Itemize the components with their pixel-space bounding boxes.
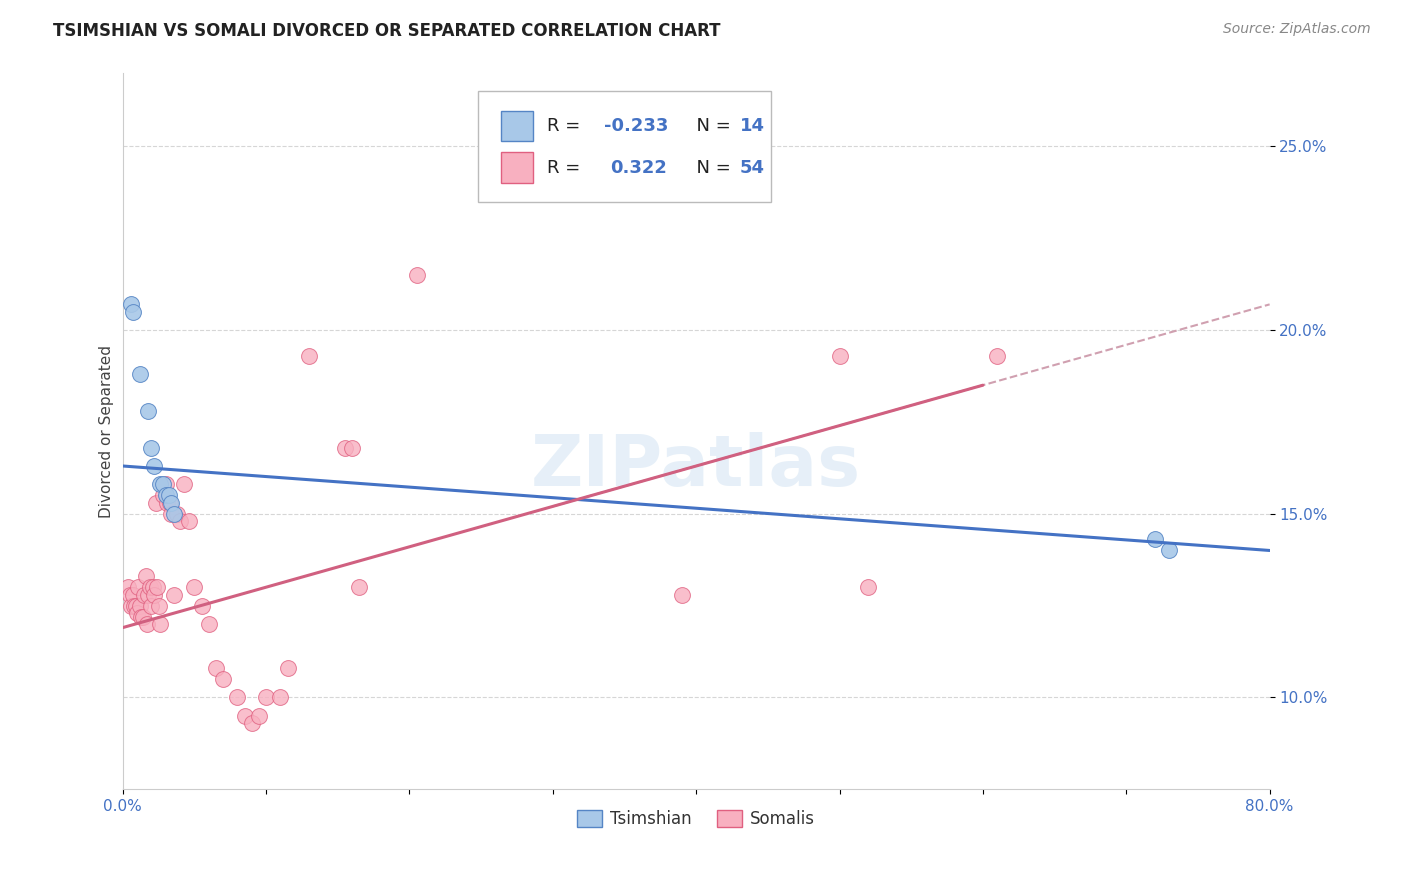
Y-axis label: Divorced or Separated: Divorced or Separated bbox=[100, 344, 114, 517]
Text: N =: N = bbox=[685, 159, 737, 177]
Point bbox=[986, 349, 1008, 363]
Text: 54: 54 bbox=[740, 159, 765, 177]
Text: R =: R = bbox=[547, 159, 592, 177]
Text: R =: R = bbox=[547, 117, 586, 135]
Point bbox=[183, 580, 205, 594]
Point bbox=[118, 588, 141, 602]
Point bbox=[340, 441, 363, 455]
Point bbox=[277, 661, 299, 675]
Point bbox=[269, 690, 291, 705]
Point bbox=[169, 514, 191, 528]
Point bbox=[240, 716, 263, 731]
Point bbox=[141, 599, 163, 613]
Point bbox=[298, 349, 321, 363]
FancyBboxPatch shape bbox=[501, 153, 533, 183]
Point bbox=[135, 569, 157, 583]
Text: Source: ZipAtlas.com: Source: ZipAtlas.com bbox=[1223, 22, 1371, 37]
Legend: Tsimshian, Somalis: Tsimshian, Somalis bbox=[571, 803, 823, 835]
Text: -0.233: -0.233 bbox=[605, 117, 669, 135]
Point bbox=[141, 441, 163, 455]
Point bbox=[138, 588, 160, 602]
Point bbox=[163, 507, 186, 521]
Point bbox=[671, 588, 693, 602]
Point bbox=[1143, 533, 1166, 547]
Point bbox=[405, 268, 427, 282]
Text: 0.322: 0.322 bbox=[610, 159, 666, 177]
Text: ZIPatlas: ZIPatlas bbox=[531, 433, 862, 501]
Point bbox=[156, 496, 179, 510]
Point bbox=[138, 404, 160, 418]
Point bbox=[160, 496, 183, 510]
Point bbox=[129, 367, 152, 381]
Point bbox=[212, 672, 235, 686]
Text: 14: 14 bbox=[740, 117, 765, 135]
Point bbox=[132, 609, 155, 624]
Point bbox=[159, 496, 181, 510]
Point bbox=[856, 580, 879, 594]
Point bbox=[120, 297, 142, 311]
Point bbox=[149, 616, 172, 631]
FancyBboxPatch shape bbox=[478, 91, 770, 202]
Point bbox=[117, 580, 139, 594]
Point bbox=[173, 477, 195, 491]
Point bbox=[146, 580, 169, 594]
Point bbox=[233, 708, 256, 723]
Point bbox=[247, 708, 270, 723]
Text: TSIMSHIAN VS SOMALI DIVORCED OR SEPARATED CORRELATION CHART: TSIMSHIAN VS SOMALI DIVORCED OR SEPARATE… bbox=[53, 22, 721, 40]
Point bbox=[349, 580, 371, 594]
Point bbox=[177, 514, 200, 528]
Point bbox=[149, 477, 172, 491]
Point bbox=[163, 588, 186, 602]
Text: N =: N = bbox=[685, 117, 737, 135]
Point bbox=[145, 496, 167, 510]
Point bbox=[254, 690, 277, 705]
Point bbox=[166, 507, 188, 521]
Point bbox=[139, 580, 162, 594]
Point bbox=[205, 661, 228, 675]
Point bbox=[125, 606, 148, 620]
Point bbox=[129, 599, 152, 613]
Point bbox=[155, 488, 177, 502]
Point bbox=[134, 588, 156, 602]
Point bbox=[136, 616, 159, 631]
Point bbox=[155, 477, 177, 491]
Point bbox=[121, 588, 143, 602]
Point bbox=[197, 616, 219, 631]
Point bbox=[122, 599, 145, 613]
Point bbox=[152, 477, 174, 491]
Point bbox=[120, 599, 142, 613]
Point bbox=[190, 599, 212, 613]
Point bbox=[121, 304, 143, 318]
Point bbox=[333, 441, 356, 455]
Point bbox=[157, 488, 180, 502]
Point bbox=[143, 458, 166, 473]
Point bbox=[152, 488, 174, 502]
Point bbox=[148, 599, 170, 613]
Point bbox=[1159, 543, 1181, 558]
Point bbox=[828, 349, 851, 363]
Point bbox=[131, 609, 153, 624]
FancyBboxPatch shape bbox=[501, 111, 533, 141]
Point bbox=[124, 599, 146, 613]
Point bbox=[143, 588, 166, 602]
Point bbox=[160, 507, 183, 521]
Point bbox=[226, 690, 249, 705]
Point bbox=[142, 580, 165, 594]
Point bbox=[127, 580, 149, 594]
